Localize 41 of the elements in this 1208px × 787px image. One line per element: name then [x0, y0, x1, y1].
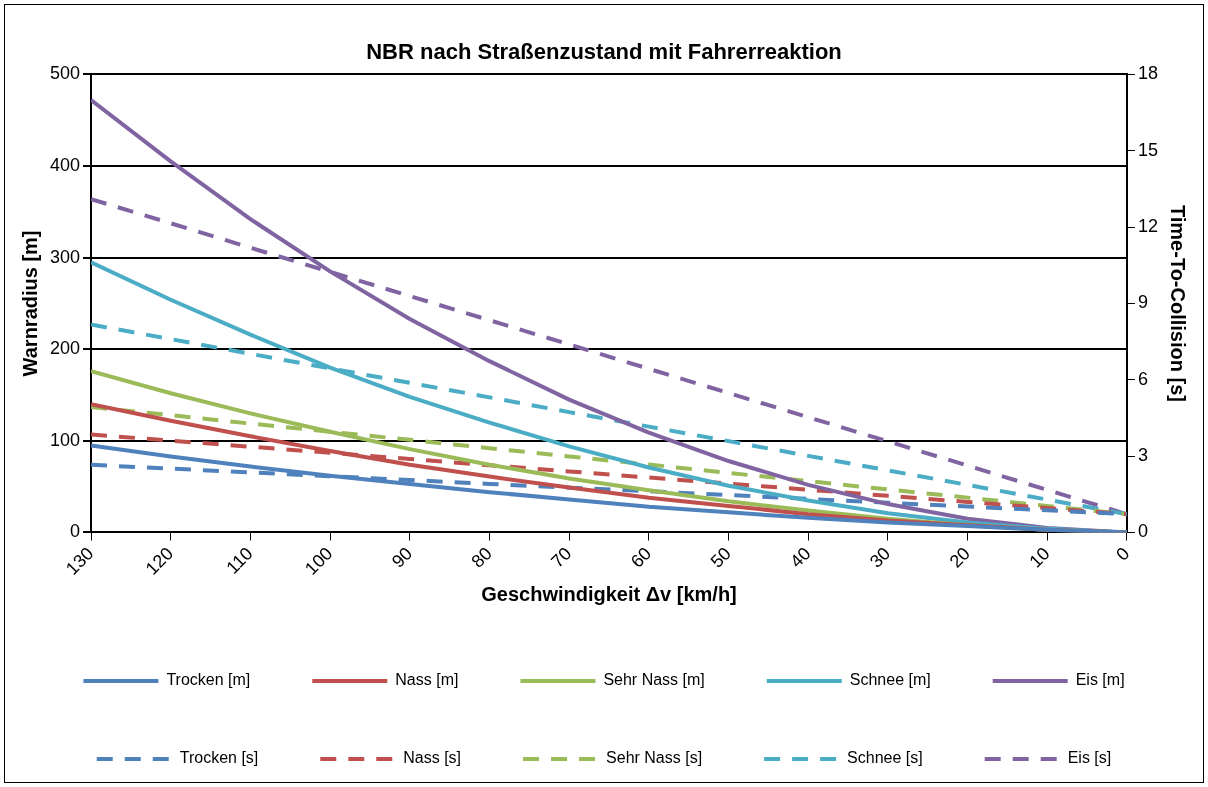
y-tick-label: 500 — [49, 63, 81, 84]
y-tick-label: 200 — [49, 338, 81, 359]
legend-label: Eis [m] — [1075, 671, 1125, 689]
y2-tick-label: 0 — [1137, 521, 1148, 542]
x-tick-label: 110 — [222, 543, 257, 578]
x-tick-label: 120 — [141, 543, 178, 579]
x-axis-title: Geschwindigkeit Δv [km/h] — [481, 582, 737, 605]
x-tick-label: 20 — [945, 543, 974, 572]
x-tick-label: 60 — [626, 543, 656, 572]
chart-title: NBR nach Straßenzustand mit Fahrerreaktion — [366, 39, 842, 65]
x-tick-label: 0 — [1112, 543, 1134, 565]
legend-label: Eis [s] — [1067, 749, 1112, 767]
x-tick-label: 50 — [706, 543, 735, 572]
legend-label: Sehr Nass [s] — [606, 749, 703, 767]
y-tick-label: 100 — [49, 429, 81, 450]
legend-label: Schnee [s] — [847, 749, 923, 767]
legend-label: Nass [m] — [395, 671, 459, 689]
y2-tick-label: 9 — [1137, 292, 1148, 313]
y-tick-label: 400 — [49, 154, 81, 175]
legend-label: Trocken [m] — [166, 671, 251, 689]
legend-label: Schnee [m] — [849, 671, 931, 689]
y2-tick-label: 15 — [1137, 139, 1159, 160]
x-tick-label: 130 — [61, 543, 98, 579]
x-tick-label: 90 — [387, 543, 417, 572]
x-tick-label: 30 — [865, 543, 895, 572]
y-tick-label: 300 — [49, 246, 81, 267]
legend-label: Sehr Nass [m] — [603, 671, 705, 689]
x-tick-label: 80 — [467, 543, 496, 572]
y2-tick-label: 18 — [1137, 63, 1159, 84]
y-tick-label: 0 — [70, 521, 81, 542]
x-tick-label: 70 — [547, 543, 576, 572]
x-tick-label: 10 — [1025, 543, 1054, 572]
x-tick-label: 100 — [301, 543, 337, 579]
y-axis-title: Warnradius [m] — [18, 230, 41, 377]
legend-label: Trocken [s] — [179, 749, 259, 767]
legend-label: Nass [s] — [403, 749, 462, 767]
y2-axis-title: Time-To-Collision [s] — [1167, 204, 1190, 402]
x-tick-label: 40 — [786, 543, 815, 572]
y2-tick-label: 6 — [1137, 368, 1148, 389]
y2-tick-label: 12 — [1137, 216, 1159, 237]
y2-tick-label: 3 — [1137, 445, 1148, 466]
